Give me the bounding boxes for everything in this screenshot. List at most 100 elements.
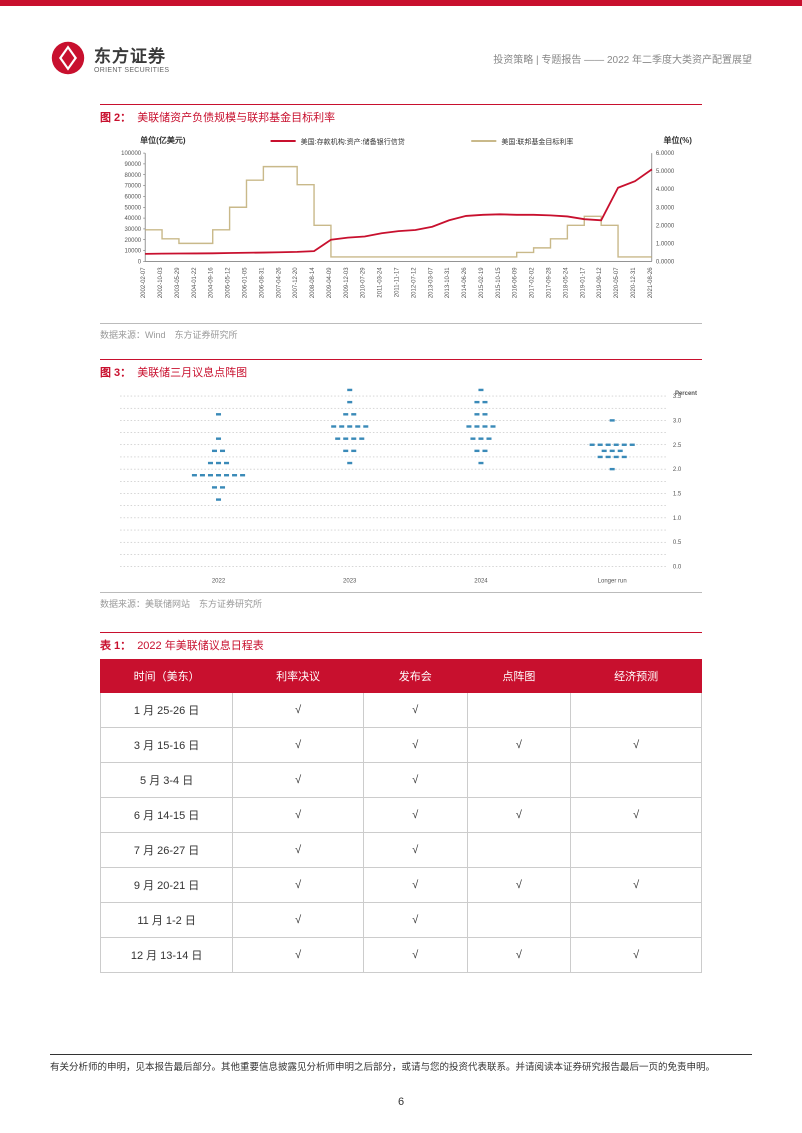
figure-2-name: 美联储资产负债规模与联邦基金目标利率 [137, 109, 335, 125]
page-header: 东方证券 ORIENT SECURITIES 投资策略 | 专题报告 —— 20… [0, 0, 802, 86]
svg-text:2006-01-05: 2006-01-05 [242, 267, 248, 298]
table-header-cell: 发布会 [363, 660, 467, 693]
table-cell: √ [233, 728, 364, 763]
main-content: 图 2： 美联储资产负债规模与联邦基金目标利率 单位(亿美元)单位(%)美国:存… [0, 104, 802, 973]
table-cell [467, 903, 571, 938]
svg-text:2004-09-16: 2004-09-16 [209, 267, 215, 298]
svg-text:2006-08-31: 2006-08-31 [259, 267, 265, 298]
table-cell: √ [571, 728, 702, 763]
table-cell: √ [571, 938, 702, 973]
table-1-name: 2022 年美联储议息日程表 [137, 637, 264, 653]
svg-text:2003-05-29: 2003-05-29 [175, 267, 181, 298]
svg-text:4.0000: 4.0000 [656, 187, 675, 193]
table-cell: √ [363, 763, 467, 798]
svg-text:5.0000: 5.0000 [656, 169, 675, 175]
svg-text:单位(亿美元): 单位(亿美元) [140, 135, 186, 145]
svg-text:2015-10-15: 2015-10-15 [496, 267, 502, 298]
svg-text:1.0: 1.0 [673, 515, 682, 521]
svg-text:70000: 70000 [124, 184, 141, 190]
svg-text:2021-08-26: 2021-08-26 [648, 267, 654, 298]
svg-text:2002-02-07: 2002-02-07 [141, 267, 147, 298]
svg-text:2011-11-17: 2011-11-17 [394, 267, 400, 297]
figure-3-svg: Percent0.00.51.01.52.02.53.03.5202220232… [100, 386, 702, 587]
schedule-table: 时间（美东）利率决议发布会点阵图经济预测1 月 25-26 日√√3 月 15-… [100, 659, 702, 973]
table-row: 12 月 13-14 日√√√√ [101, 938, 702, 973]
svg-text:2.5: 2.5 [673, 442, 682, 448]
svg-text:2022: 2022 [212, 578, 226, 584]
svg-text:2008-08-14: 2008-08-14 [310, 267, 316, 298]
table-cell [571, 833, 702, 868]
figure-3-name: 美联储三月议息点阵图 [137, 364, 247, 380]
svg-text:2020-12-31: 2020-12-31 [631, 267, 637, 298]
svg-text:40000: 40000 [124, 216, 141, 222]
svg-text:2018-05-24: 2018-05-24 [563, 267, 569, 298]
table-cell: √ [363, 903, 467, 938]
table-row: 6 月 14-15 日√√√√ [101, 798, 702, 833]
svg-text:2009-12-03: 2009-12-03 [344, 267, 350, 298]
figure-3-source: 数据来源：美联储网站 东方证券研究所 [100, 593, 702, 610]
svg-text:30000: 30000 [124, 227, 141, 233]
svg-text:2012-07-12: 2012-07-12 [411, 267, 417, 298]
table-row: 9 月 20-21 日√√√√ [101, 868, 702, 903]
table-1-block: 表 1： 2022 年美联储议息日程表 时间（美东）利率决议发布会点阵图经济预测… [100, 632, 702, 973]
svg-text:3.0000: 3.0000 [656, 205, 675, 211]
table-row: 11 月 1-2 日√√ [101, 903, 702, 938]
table-cell: √ [571, 798, 702, 833]
svg-text:美国:联邦基金目标利率: 美国:联邦基金目标利率 [501, 137, 573, 146]
figure-2-chart: 单位(亿美元)单位(%)美国:存款机构:资产:储备银行信贷美国:联邦基金目标利率… [100, 125, 702, 324]
svg-text:2016-06-09: 2016-06-09 [513, 267, 519, 298]
figure-2-source: 数据来源：Wind 东方证券研究所 [100, 324, 702, 341]
logo-icon [50, 40, 86, 76]
table-cell [571, 763, 702, 798]
svg-text:2019-01-17: 2019-01-17 [580, 267, 586, 298]
svg-text:2002-10-03: 2002-10-03 [158, 267, 164, 298]
svg-text:0.5: 0.5 [673, 540, 682, 546]
table-row: 3 月 15-16 日√√√√ [101, 728, 702, 763]
svg-text:2007-12-20: 2007-12-20 [293, 267, 299, 298]
svg-text:2010-07-29: 2010-07-29 [361, 267, 367, 298]
table-cell: √ [363, 728, 467, 763]
figure-2-num: 图 2： [100, 109, 131, 125]
header-breadcrumb: 投资策略 | 专题报告 —— 2022 年二季度大类资产配置展望 [493, 51, 752, 66]
svg-text:3.0: 3.0 [673, 418, 682, 424]
svg-text:2005-05-12: 2005-05-12 [226, 267, 232, 298]
svg-text:2013-03-07: 2013-03-07 [428, 267, 434, 298]
logo-text: 东方证券 ORIENT SECURITIES [94, 42, 169, 74]
svg-text:单位(%): 单位(%) [663, 135, 692, 145]
svg-text:2017-02-02: 2017-02-02 [530, 267, 536, 298]
table-cell: √ [467, 728, 571, 763]
svg-text:0.0000: 0.0000 [656, 259, 675, 265]
svg-text:0: 0 [138, 259, 142, 265]
svg-text:2019-09-12: 2019-09-12 [597, 267, 603, 298]
figure-3-block: 图 3： 美联储三月议息点阵图 Percent0.00.51.01.52.02.… [100, 359, 702, 611]
table-cell: √ [233, 693, 364, 728]
svg-text:80000: 80000 [124, 173, 141, 179]
table-cell: √ [233, 938, 364, 973]
table-cell: 7 月 26-27 日 [101, 833, 233, 868]
svg-text:2024: 2024 [474, 578, 488, 584]
table-row: 1 月 25-26 日√√ [101, 693, 702, 728]
table-1-num: 表 1： [100, 637, 131, 653]
page-number: 6 [0, 1096, 802, 1108]
svg-text:2014-06-26: 2014-06-26 [462, 267, 468, 298]
figure-3-title: 图 3： 美联储三月议息点阵图 [100, 359, 702, 380]
svg-text:90000: 90000 [124, 162, 141, 168]
table-cell [467, 833, 571, 868]
table-cell: √ [233, 798, 364, 833]
svg-text:2004-01-22: 2004-01-22 [192, 267, 198, 298]
svg-text:2011-03-24: 2011-03-24 [378, 267, 384, 298]
svg-text:60000: 60000 [124, 194, 141, 200]
table-header-cell: 经济预测 [571, 660, 702, 693]
svg-text:2020-05-07: 2020-05-07 [614, 267, 620, 298]
table-cell [571, 903, 702, 938]
table-header-cell: 点阵图 [467, 660, 571, 693]
table-cell: 1 月 25-26 日 [101, 693, 233, 728]
table-cell: √ [363, 798, 467, 833]
figure-2-block: 图 2： 美联储资产负债规模与联邦基金目标利率 单位(亿美元)单位(%)美国:存… [100, 104, 702, 341]
table-cell [571, 693, 702, 728]
svg-text:10000: 10000 [124, 249, 141, 255]
table-cell: 11 月 1-2 日 [101, 903, 233, 938]
table-cell: √ [571, 868, 702, 903]
table-cell: √ [233, 868, 364, 903]
table-row: 7 月 26-27 日√√ [101, 833, 702, 868]
